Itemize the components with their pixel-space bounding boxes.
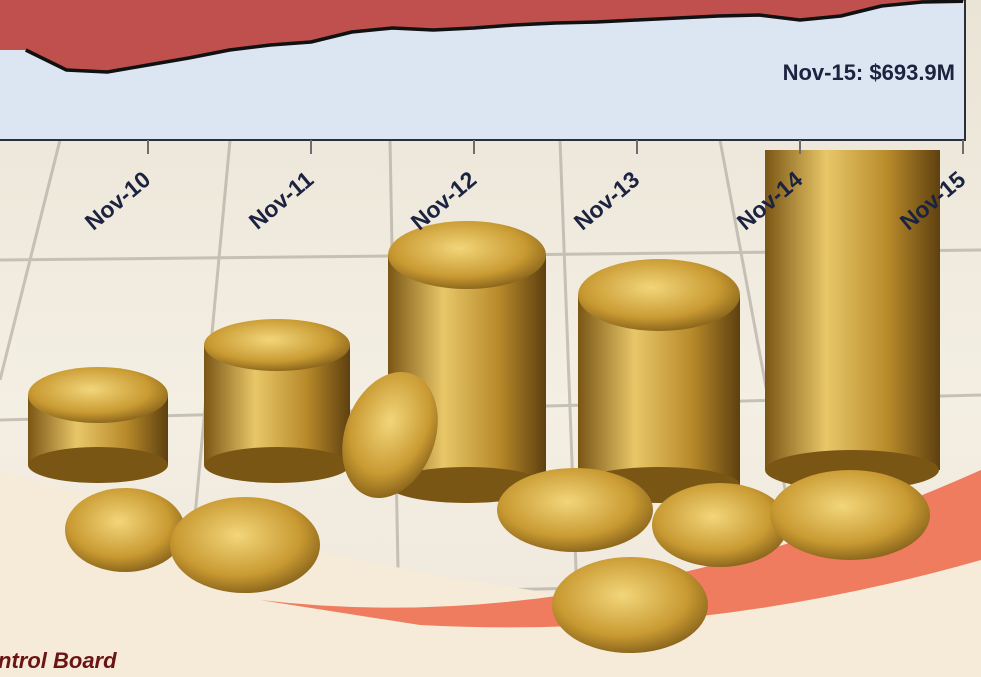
page: {"chart_data": {"type": "line", "categor… (0, 0, 981, 677)
source: ntrol Board (0, 648, 117, 673)
annotation: Nov-15: $693.9M (783, 60, 955, 85)
chart: Nov-15: $693.9M ntrol Board Nov-10Nov-11… (0, 0, 981, 677)
